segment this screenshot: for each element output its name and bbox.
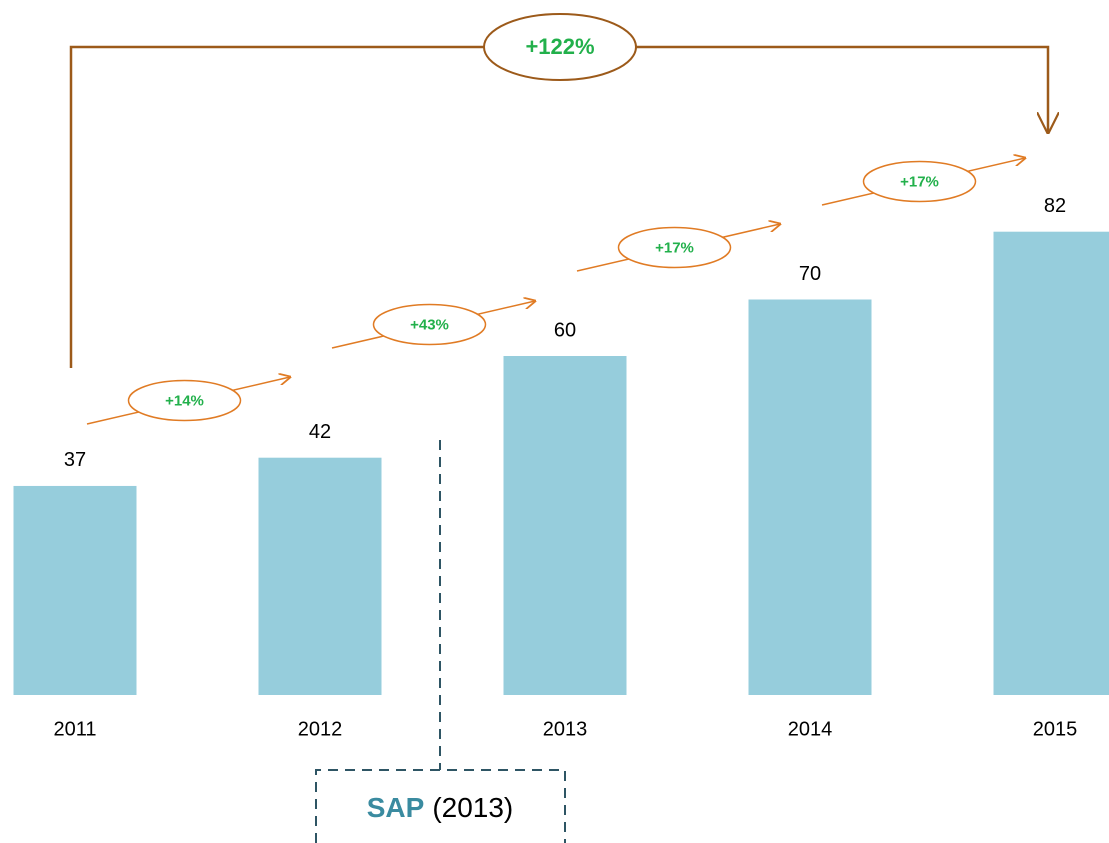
x-tick-label: 2011 (53, 718, 96, 740)
growth-ellipse (127, 379, 242, 422)
value-label: 60 (554, 319, 576, 341)
x-tick-label: 2015 (1033, 718, 1078, 740)
x-tick-label: 2013 (543, 718, 588, 740)
value-label: 70 (799, 263, 821, 285)
value-label: 37 (64, 449, 86, 471)
total-ellipse (483, 13, 637, 81)
bar (748, 299, 872, 695)
growth-label: +43% (410, 316, 449, 333)
growth-label: +17% (655, 239, 694, 256)
growth-ellipse (862, 160, 977, 203)
growth-ellipse (617, 226, 732, 269)
event-year: (2013) (432, 792, 513, 823)
event-box (315, 769, 566, 843)
bar (258, 457, 382, 695)
bar (13, 485, 137, 695)
bar (993, 231, 1109, 695)
value-label: 82 (1044, 195, 1066, 217)
event-name: SAP (367, 792, 425, 823)
x-tick-label: 2012 (298, 718, 343, 740)
total-growth: +122% (525, 34, 594, 59)
growth-ellipse (372, 303, 487, 346)
growth-label: +17% (900, 173, 939, 190)
x-tick-label: 2014 (788, 718, 833, 740)
growth-label: +14% (165, 392, 204, 409)
event-label: SAP (2013) (367, 792, 514, 823)
bar (503, 356, 627, 695)
value-label: 42 (309, 421, 331, 443)
